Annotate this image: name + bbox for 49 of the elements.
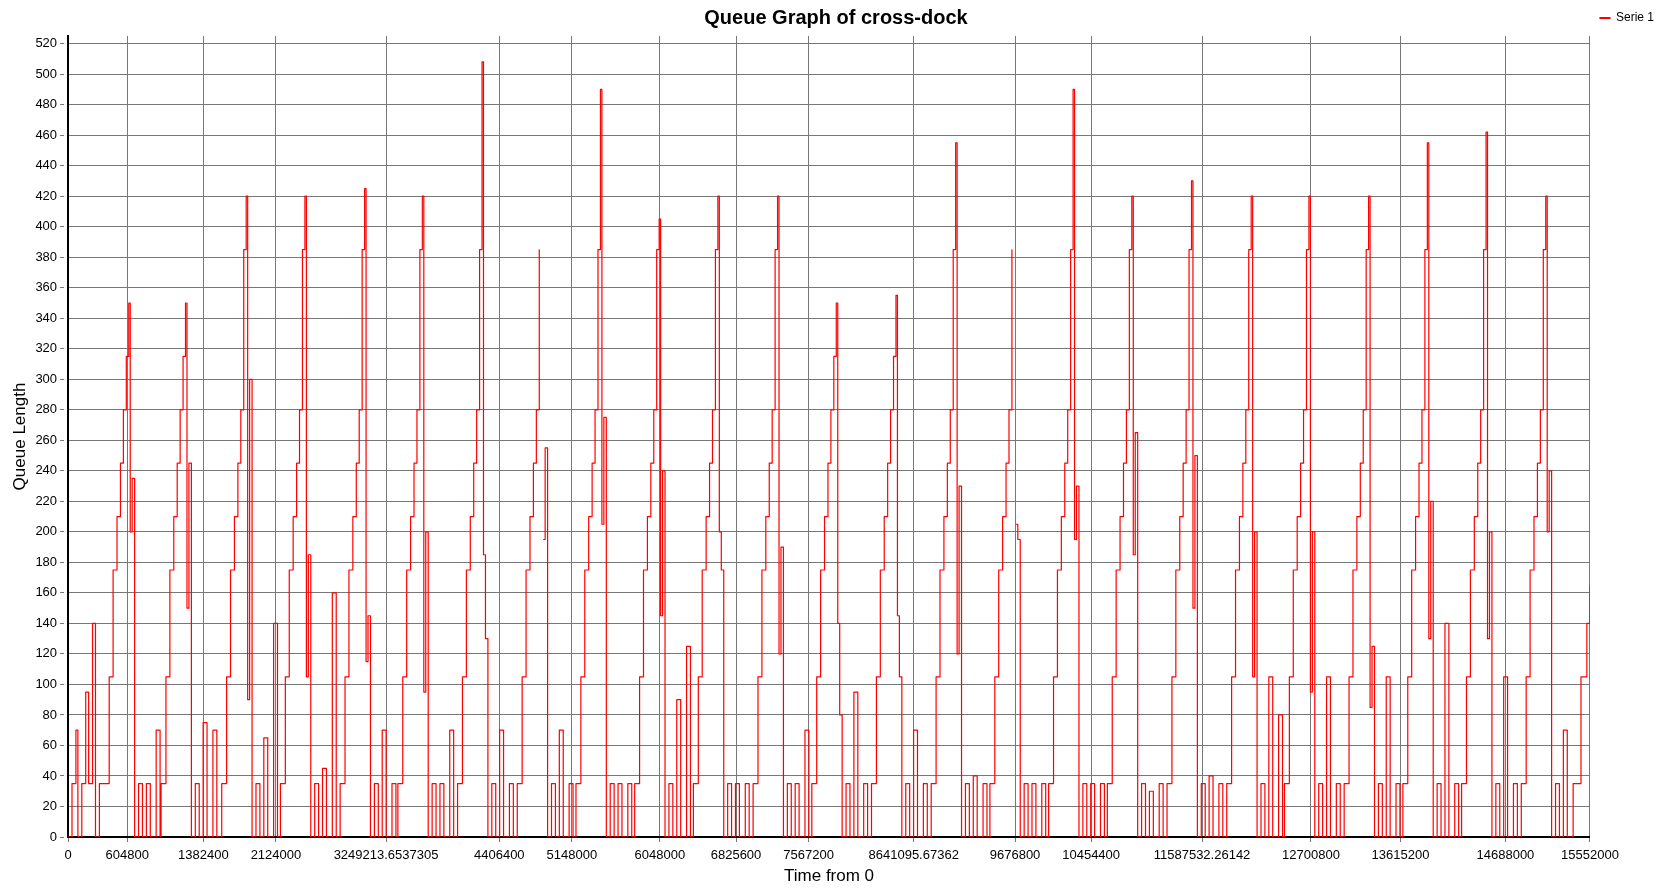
y-axis-title: Queue Length (9, 382, 29, 491)
x-tick-label: 13615200 (1371, 847, 1430, 863)
y-tick-label: 280 (35, 401, 58, 417)
y-tick-label: 380 (35, 248, 58, 264)
x-tick-label: 12700800 (1282, 847, 1340, 863)
y-tick-label: 500 (35, 65, 58, 81)
x-tick-label: 6048000 (634, 847, 686, 863)
legend-label: Serie 1 (1615, 10, 1655, 25)
y-tick-label: 440 (35, 157, 58, 173)
x-tick-label: 6825600 (710, 847, 762, 863)
y-tick-label: 160 (35, 584, 58, 600)
y-tick-label: 140 (35, 614, 58, 630)
x-tick-label: 11587532.26142 (1153, 847, 1251, 863)
y-tick-label: 460 (35, 126, 58, 142)
y-tick-label: 200 (35, 523, 58, 539)
x-tick-label: 604800 (105, 847, 149, 863)
x-tick-label: 3249213.6537305 (333, 847, 439, 863)
x-axis-title: Time from 0 (784, 866, 875, 886)
y-tick-label: 120 (35, 645, 58, 661)
x-tick-label: 1382400 (178, 847, 229, 863)
x-tick-label: 8641095.67362 (868, 847, 959, 863)
x-tick-label: 14688000 (1476, 847, 1535, 863)
y-tick-label: 80 (42, 706, 58, 722)
x-tick-label: 10454400 (1062, 847, 1121, 863)
x-tick-label: 7567200 (783, 847, 834, 863)
y-tick-label: 40 (42, 767, 58, 783)
y-tick-label: 0 (49, 828, 58, 844)
y-tick-label: 100 (35, 676, 58, 692)
y-tick-label: 260 (35, 431, 58, 447)
y-tick-label: 300 (35, 370, 58, 386)
y-tick-label: 480 (35, 96, 58, 112)
y-tick-label: 180 (35, 553, 58, 569)
y-tick-label: 520 (35, 35, 58, 51)
x-tick-label: 9676800 (989, 847, 1041, 863)
x-tick-label: 0 (64, 847, 72, 863)
y-tick-label: 220 (35, 492, 58, 508)
y-tick-label: 340 (35, 309, 58, 325)
y-tick-label: 360 (35, 279, 58, 295)
chart-title: Queue Graph of cross-dock (704, 5, 969, 28)
y-tick-label: 60 (42, 737, 58, 753)
x-tick-label: 4406400 (473, 847, 525, 863)
y-tick-label: 400 (35, 218, 58, 234)
y-tick-label: 420 (35, 187, 58, 203)
x-tick-label: 2124000 (250, 847, 302, 863)
x-tick-label: 15552000 (1561, 847, 1619, 863)
x-tick-label: 5148000 (546, 847, 598, 863)
y-tick-label: 20 (42, 798, 58, 814)
y-tick-label: 240 (35, 462, 58, 478)
y-tick-label: 320 (35, 340, 58, 356)
